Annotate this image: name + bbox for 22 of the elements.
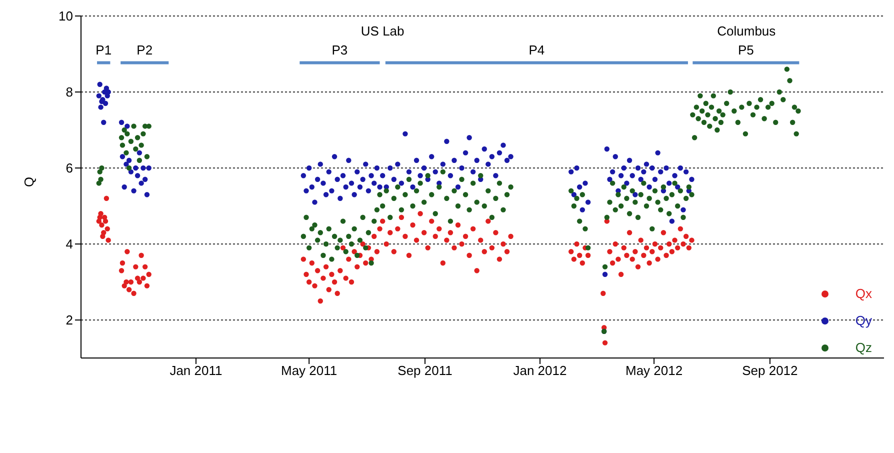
- y-tick-label: 4: [66, 236, 73, 252]
- series-label: P4: [528, 42, 545, 58]
- y-tick-label: 6: [66, 160, 73, 176]
- series-label: P2: [136, 42, 153, 58]
- x-tick-label: May 2012: [625, 363, 683, 378]
- annotation: US Lab: [360, 24, 404, 39]
- series-label: P1: [96, 42, 112, 58]
- x-tick-label: Jan 2011: [170, 363, 222, 378]
- legend-label: Qy: [855, 313, 872, 328]
- y-axis-title: Q: [22, 176, 37, 187]
- series-label: P5: [738, 42, 754, 58]
- legend-label: Qz: [855, 340, 872, 355]
- x-tick-label: Sep 2011: [398, 363, 452, 378]
- y-tick-label: 2: [66, 312, 73, 328]
- y-tick-label: 8: [66, 84, 73, 100]
- x-tick-label: Jan 2012: [513, 363, 567, 378]
- annotation: Columbus: [717, 24, 776, 39]
- x-tick-label: Sep 2012: [742, 363, 798, 378]
- y-tick-label: 10: [58, 8, 73, 24]
- x-tick-label: May 2011: [281, 363, 338, 378]
- legend-label: Qx: [855, 286, 872, 301]
- series-label: P3: [332, 42, 348, 58]
